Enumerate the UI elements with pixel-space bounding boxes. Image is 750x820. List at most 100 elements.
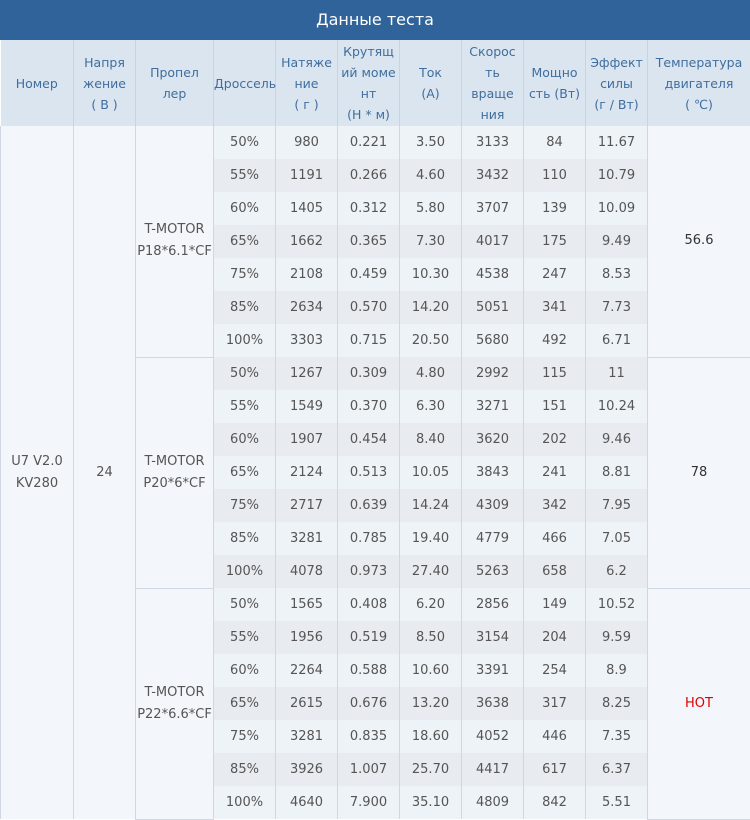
- throttle-cell: 55%: [214, 159, 276, 192]
- current-cell: 8.40: [400, 423, 462, 456]
- temperature-cell: 56.6: [648, 126, 750, 357]
- current-cell: 4.60: [400, 159, 462, 192]
- header-temperature: Температура двигателя ( ℃): [648, 40, 750, 126]
- efficiency-cell: 6.2: [586, 555, 648, 588]
- power-cell: 658: [524, 555, 586, 588]
- current-cell: 35.10: [400, 786, 462, 819]
- current-cell: 6.30: [400, 390, 462, 423]
- header-propeller: Пропел лер: [136, 40, 214, 126]
- header-rpm: Скорос ть враще ния: [462, 40, 524, 126]
- efficiency-cell: 11.67: [586, 126, 648, 159]
- torque-cell: 0.365: [338, 225, 400, 258]
- rpm-cell: 3620: [462, 423, 524, 456]
- rpm-cell: 4017: [462, 225, 524, 258]
- efficiency-cell: 8.53: [586, 258, 648, 291]
- rpm-cell: 3391: [462, 654, 524, 687]
- header-power: Мощно сть (Вт): [524, 40, 586, 126]
- throttle-cell: 85%: [214, 522, 276, 555]
- rpm-cell: 2856: [462, 588, 524, 621]
- throttle-cell: 60%: [214, 423, 276, 456]
- efficiency-cell: 8.9: [586, 654, 648, 687]
- current-cell: 5.80: [400, 192, 462, 225]
- rpm-cell: 4417: [462, 753, 524, 786]
- torque-cell: 0.639: [338, 489, 400, 522]
- throttle-cell: 55%: [214, 390, 276, 423]
- thrust-cell: 2264: [276, 654, 338, 687]
- power-cell: 247: [524, 258, 586, 291]
- power-cell: 341: [524, 291, 586, 324]
- power-cell: 617: [524, 753, 586, 786]
- motor-model-cell: U7 V2.0 KV280: [1, 126, 74, 819]
- efficiency-cell: 8.25: [586, 687, 648, 720]
- torque-cell: 0.519: [338, 621, 400, 654]
- temperature-cell: 78: [648, 357, 750, 588]
- power-cell: 115: [524, 357, 586, 390]
- header-current: Ток (A): [400, 40, 462, 126]
- rpm-cell: 4809: [462, 786, 524, 819]
- thrust-cell: 3281: [276, 522, 338, 555]
- thrust-cell: 3281: [276, 720, 338, 753]
- efficiency-cell: 9.59: [586, 621, 648, 654]
- thrust-cell: 1662: [276, 225, 338, 258]
- current-cell: 10.30: [400, 258, 462, 291]
- rpm-cell: 4779: [462, 522, 524, 555]
- propeller-cell: T-MOTOR P18*6.1*CF: [136, 126, 214, 357]
- torque-cell: 0.459: [338, 258, 400, 291]
- power-cell: 254: [524, 654, 586, 687]
- torque-cell: 0.973: [338, 555, 400, 588]
- rpm-cell: 4538: [462, 258, 524, 291]
- power-cell: 317: [524, 687, 586, 720]
- efficiency-cell: 10.52: [586, 588, 648, 621]
- throttle-cell: 50%: [214, 588, 276, 621]
- throttle-cell: 60%: [214, 192, 276, 225]
- throttle-cell: 65%: [214, 687, 276, 720]
- throttle-cell: 65%: [214, 225, 276, 258]
- thrust-cell: 1267: [276, 357, 338, 390]
- thrust-cell: 1549: [276, 390, 338, 423]
- power-cell: 202: [524, 423, 586, 456]
- voltage-cell: 24: [74, 126, 136, 819]
- torque-cell: 0.570: [338, 291, 400, 324]
- power-cell: 466: [524, 522, 586, 555]
- current-cell: 27.40: [400, 555, 462, 588]
- thrust-cell: 2717: [276, 489, 338, 522]
- throttle-cell: 100%: [214, 555, 276, 588]
- torque-cell: 0.312: [338, 192, 400, 225]
- current-cell: 7.30: [400, 225, 462, 258]
- torque-cell: 0.513: [338, 456, 400, 489]
- header-efficiency: Эффект силы (г / Вт): [586, 40, 648, 126]
- throttle-cell: 60%: [214, 654, 276, 687]
- rpm-cell: 3638: [462, 687, 524, 720]
- torque-cell: 0.588: [338, 654, 400, 687]
- efficiency-cell: 11: [586, 357, 648, 390]
- rpm-cell: 3271: [462, 390, 524, 423]
- thrust-cell: 1191: [276, 159, 338, 192]
- throttle-cell: 50%: [214, 357, 276, 390]
- rpm-cell: 3843: [462, 456, 524, 489]
- current-cell: 10.05: [400, 456, 462, 489]
- efficiency-cell: 7.95: [586, 489, 648, 522]
- efficiency-cell: 6.37: [586, 753, 648, 786]
- thrust-cell: 3926: [276, 753, 338, 786]
- throttle-cell: 65%: [214, 456, 276, 489]
- header-torque: Крутящ ий моме нт (Н * м): [338, 40, 400, 126]
- efficiency-cell: 10.24: [586, 390, 648, 423]
- torque-cell: 0.221: [338, 126, 400, 159]
- throttle-cell: 85%: [214, 753, 276, 786]
- current-cell: 3.50: [400, 126, 462, 159]
- power-cell: 151: [524, 390, 586, 423]
- torque-cell: 0.266: [338, 159, 400, 192]
- rpm-cell: 5051: [462, 291, 524, 324]
- table-title: Данные теста: [0, 0, 750, 40]
- power-cell: 842: [524, 786, 586, 819]
- thrust-cell: 1565: [276, 588, 338, 621]
- current-cell: 20.50: [400, 324, 462, 357]
- propeller-cell: T-MOTOR P20*6*CF: [136, 357, 214, 588]
- efficiency-cell: 9.46: [586, 423, 648, 456]
- rpm-cell: 4052: [462, 720, 524, 753]
- thrust-cell: 2124: [276, 456, 338, 489]
- header-throttle: Дроссель: [214, 40, 276, 126]
- torque-cell: 7.900: [338, 786, 400, 819]
